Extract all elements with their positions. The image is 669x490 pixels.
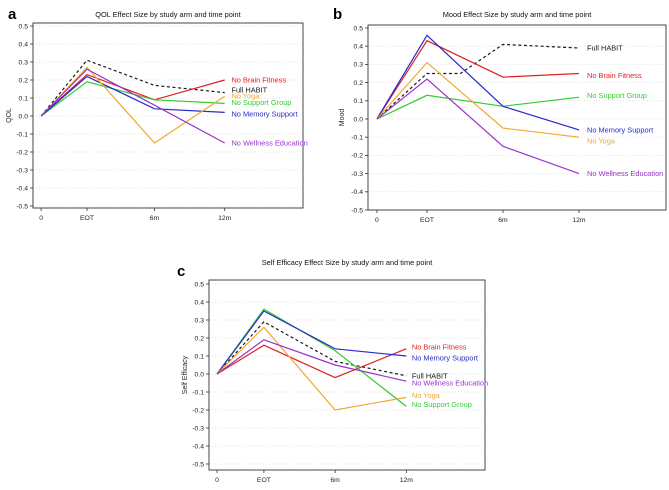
series-label-full-habit: Full HABIT [231, 85, 267, 94]
series-label-no-wellness-education: No Wellness Education [587, 169, 663, 178]
series-label-full-habit: Full HABIT [587, 44, 623, 53]
x-tick-label: 6m [150, 215, 160, 222]
plot-box [32, 22, 304, 209]
line-no-support-group [376, 94, 580, 120]
series-label-no-memory-support: No Memory Support [412, 353, 478, 362]
series-label-no-yoga: No Yoga [412, 391, 441, 400]
series-label-full-habit: Full HABIT [412, 371, 448, 380]
chart-b: 0.5 0.4 0.3 0.2 0.1 0.0 -0.1 -0.2 -0.3 -0.4 -0.5 0 E… [333, 6, 667, 224]
y-tick-label: -0.3 [192, 425, 204, 432]
y-tick-label: 0.3 [19, 59, 29, 66]
line-full-habit [216, 321, 407, 377]
y-tick-label: 0.5 [19, 23, 29, 30]
y-axis-label: Mood [339, 109, 346, 127]
y-tick-label: 0.0 [354, 116, 364, 123]
chart-c: 0.5 0.4 0.3 0.2 0.1 0.0 -0.1 -0.2 -0.3 -0.4 -0.5 0 E… [177, 258, 488, 484]
series-label-no-brain-fitness: No Brain Fitness [231, 76, 286, 85]
series-label-no-yoga: No Yoga [587, 136, 616, 145]
line-no-brain-fitness [216, 344, 407, 379]
y-axis-label: Self Efficacy [182, 355, 189, 394]
line-no-support-group [40, 81, 225, 117]
y-tick-label: 0.1 [19, 95, 29, 102]
y-tick-label: 0.3 [354, 62, 364, 69]
y-tick-label: 0.2 [195, 335, 205, 342]
line-no-wellness-education [40, 68, 225, 144]
chart-title: Self Efficacy Effect Size by study arm a… [262, 258, 433, 267]
y-tick-label: 0.0 [195, 371, 205, 378]
series-label-no-brain-fitness: No Brain Fitness [587, 71, 642, 80]
line-no-yoga [40, 66, 226, 144]
y-tick-label: 0.2 [19, 77, 29, 84]
y-tick-label: 0.5 [354, 25, 364, 32]
y-tick-label: 0.2 [354, 80, 364, 87]
y-tick-label: -0.2 [192, 407, 204, 414]
series-label-no-wellness-education: No Wellness Education [412, 379, 488, 388]
line-no-memory-support [376, 34, 580, 131]
y-tick-label: -0.5 [351, 207, 363, 214]
series-label-no-wellness-education: No Wellness Education [231, 139, 307, 148]
chart-title: QOL Effect Size by study arm and time po… [95, 10, 240, 19]
y-tick-label: -0.3 [16, 167, 28, 174]
line-no-wellness-education [216, 339, 407, 382]
series-label-no-brain-fitness: No Brain Fitness [412, 343, 467, 352]
y-tick-label: -0.1 [16, 131, 28, 138]
panel-b: 0.5 0.4 0.3 0.2 0.1 0.0 -0.1 -0.2 -0.3 -0.4 -0.5 0 E… [330, 0, 669, 240]
x-tick-label: EOT [257, 477, 271, 484]
y-tick-label: -0.2 [16, 149, 28, 156]
plot-box [367, 24, 667, 211]
y-tick-label: -0.1 [192, 389, 204, 396]
line-no-yoga [376, 61, 580, 138]
series-label-no-yoga: No Yoga [231, 92, 260, 101]
x-tick-label: 0 [39, 215, 43, 222]
y-tick-label: -0.4 [16, 185, 28, 192]
y-tick-label: 0.4 [354, 44, 364, 51]
panel-letter: c [177, 263, 185, 280]
x-tick-label: EOT [420, 217, 434, 224]
x-tick-label: 12m [572, 217, 586, 224]
line-no-yoga [216, 326, 407, 411]
y-tick-label: 0.0 [19, 113, 29, 120]
panel-a: 0.5 0.4 0.3 0.2 0.1 0.0 -0.1 -0.2 -0.3 -0.4 -0.5 0 E… [0, 0, 330, 240]
y-tick-label: -0.5 [16, 203, 28, 210]
series-label-no-memory-support: No Memory Support [587, 125, 653, 134]
chart-title: Mood Effect Size by study arm and time p… [443, 10, 592, 19]
x-tick-label: 12m [400, 477, 414, 484]
line-full-habit [376, 43, 580, 120]
y-tick-label: -0.2 [351, 153, 363, 160]
y-tick-label: -0.3 [351, 171, 363, 178]
line-full-habit [40, 59, 225, 117]
y-tick-label: 0.1 [195, 353, 205, 360]
x-tick-label: 6m [498, 217, 508, 224]
series-label-no-support-group: No Support Group [587, 91, 647, 100]
y-tick-label: 0.4 [195, 299, 205, 306]
y-tick-label: 0.4 [19, 41, 29, 48]
chart-a: 0.5 0.4 0.3 0.2 0.1 0.0 -0.1 -0.2 -0.3 -0.4 -0.5 0 E… [6, 6, 308, 222]
plot-box [208, 279, 486, 471]
panel-letter: a [8, 6, 17, 23]
series-label-no-support-group: No Support Group [412, 400, 472, 409]
line-no-memory-support [40, 75, 225, 117]
line-no-memory-support [216, 310, 407, 375]
x-tick-label: 0 [215, 477, 219, 484]
y-tick-label: -0.5 [192, 461, 204, 468]
panel-letter: b [333, 6, 342, 23]
y-tick-label: -0.4 [351, 189, 363, 196]
line-no-brain-fitness [376, 39, 580, 120]
line-no-wellness-education [376, 78, 580, 175]
x-tick-label: EOT [80, 215, 94, 222]
y-tick-label: 0.3 [195, 317, 205, 324]
series-label-no-memory-support: No Memory Support [231, 110, 297, 119]
y-axis-label: QOL [6, 108, 13, 123]
y-tick-label: -0.4 [192, 443, 204, 450]
y-tick-label: 0.1 [354, 98, 364, 105]
x-tick-label: 12m [218, 215, 232, 222]
y-tick-label: -0.1 [351, 135, 363, 142]
panel-c: 0.5 0.4 0.3 0.2 0.1 0.0 -0.1 -0.2 -0.3 -0.4 -0.5 0 E… [160, 245, 510, 490]
series-label-no-support-group: No Support Group [231, 98, 291, 107]
x-tick-label: 6m [330, 477, 340, 484]
x-tick-label: 0 [375, 217, 379, 224]
y-tick-label: 0.5 [195, 281, 205, 288]
